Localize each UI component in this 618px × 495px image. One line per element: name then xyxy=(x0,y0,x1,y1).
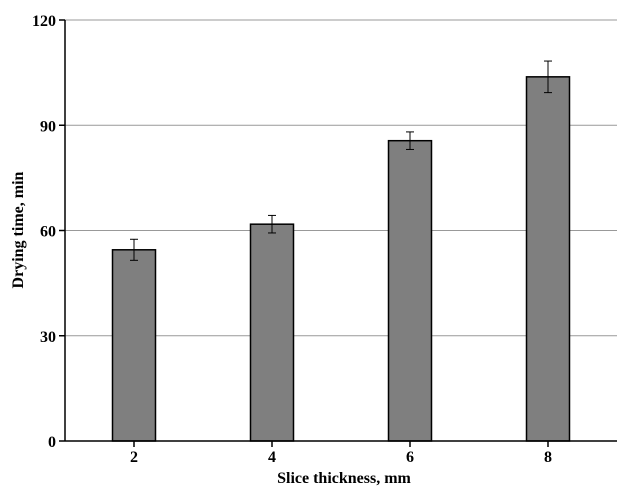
axes xyxy=(59,19,617,447)
gridlines xyxy=(65,19,617,337)
x-tick-label: 4 xyxy=(268,449,276,466)
x-tick-label: 2 xyxy=(130,449,138,466)
x-tick-label: 8 xyxy=(544,449,552,466)
y-tick-label: 60 xyxy=(40,224,56,241)
bar xyxy=(387,139,433,442)
bar xyxy=(525,76,571,442)
y-tick-label: 30 xyxy=(40,329,56,346)
x-tick-label: 6 xyxy=(406,449,414,466)
bar xyxy=(111,249,157,442)
bar xyxy=(249,223,295,442)
y-tick-label: 0 xyxy=(48,434,56,451)
y-tick-labels: 0 30 60 90 120 xyxy=(32,13,56,451)
x-axis-title: Slice thickness, mm xyxy=(277,470,411,487)
x-tick-labels: 2 4 6 8 xyxy=(130,449,552,466)
error-bars xyxy=(130,60,552,261)
y-tick-label: 90 xyxy=(40,118,56,135)
bars xyxy=(111,76,571,442)
y-axis-title: Drying time, min xyxy=(10,171,27,288)
y-tick-label: 120 xyxy=(32,13,56,30)
